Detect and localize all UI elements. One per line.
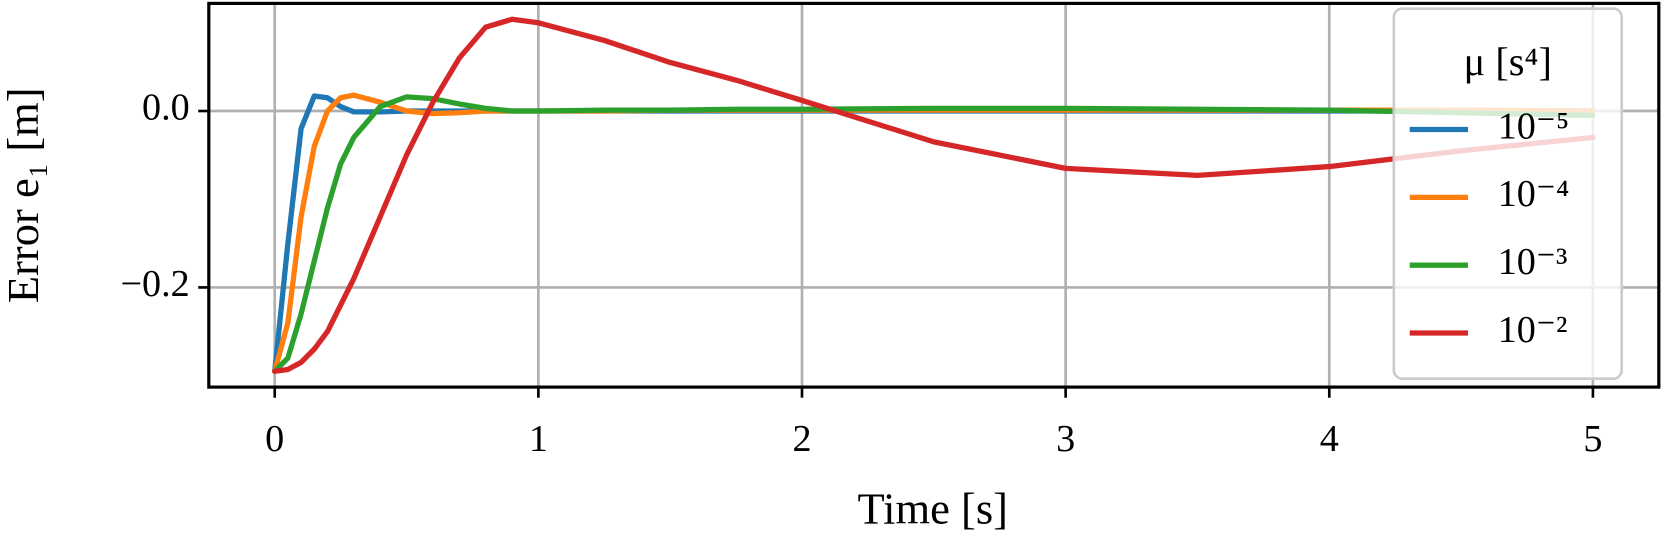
data-line — [272, 16, 1596, 374]
y-tick-label: −0.2 — [121, 263, 190, 305]
legend-title: μ [s⁴] — [1464, 39, 1552, 84]
legend-label: 10⁻⁴ — [1498, 173, 1570, 215]
y-axis-label: Error e₁ [m] — [0, 87, 48, 303]
x-tick-label: 5 — [1583, 418, 1602, 460]
legend-label: 10⁻² — [1498, 309, 1568, 351]
x-tick-label: 3 — [1056, 418, 1075, 460]
x-axis-label: Time [s] — [858, 483, 1008, 533]
x-tick-label: 2 — [792, 418, 811, 460]
plot-frame — [207, 1, 1661, 389]
legend-box — [1392, 7, 1624, 380]
legend-label: 10⁻⁵ — [1498, 105, 1570, 147]
y-tick-label: 0.0 — [142, 87, 190, 129]
legend-label: 10⁻³ — [1498, 241, 1568, 283]
x-tick-label: 0 — [265, 418, 284, 460]
x-tick-label: 4 — [1320, 418, 1339, 460]
x-tick-label: 1 — [529, 418, 548, 460]
data-line — [272, 94, 1596, 374]
